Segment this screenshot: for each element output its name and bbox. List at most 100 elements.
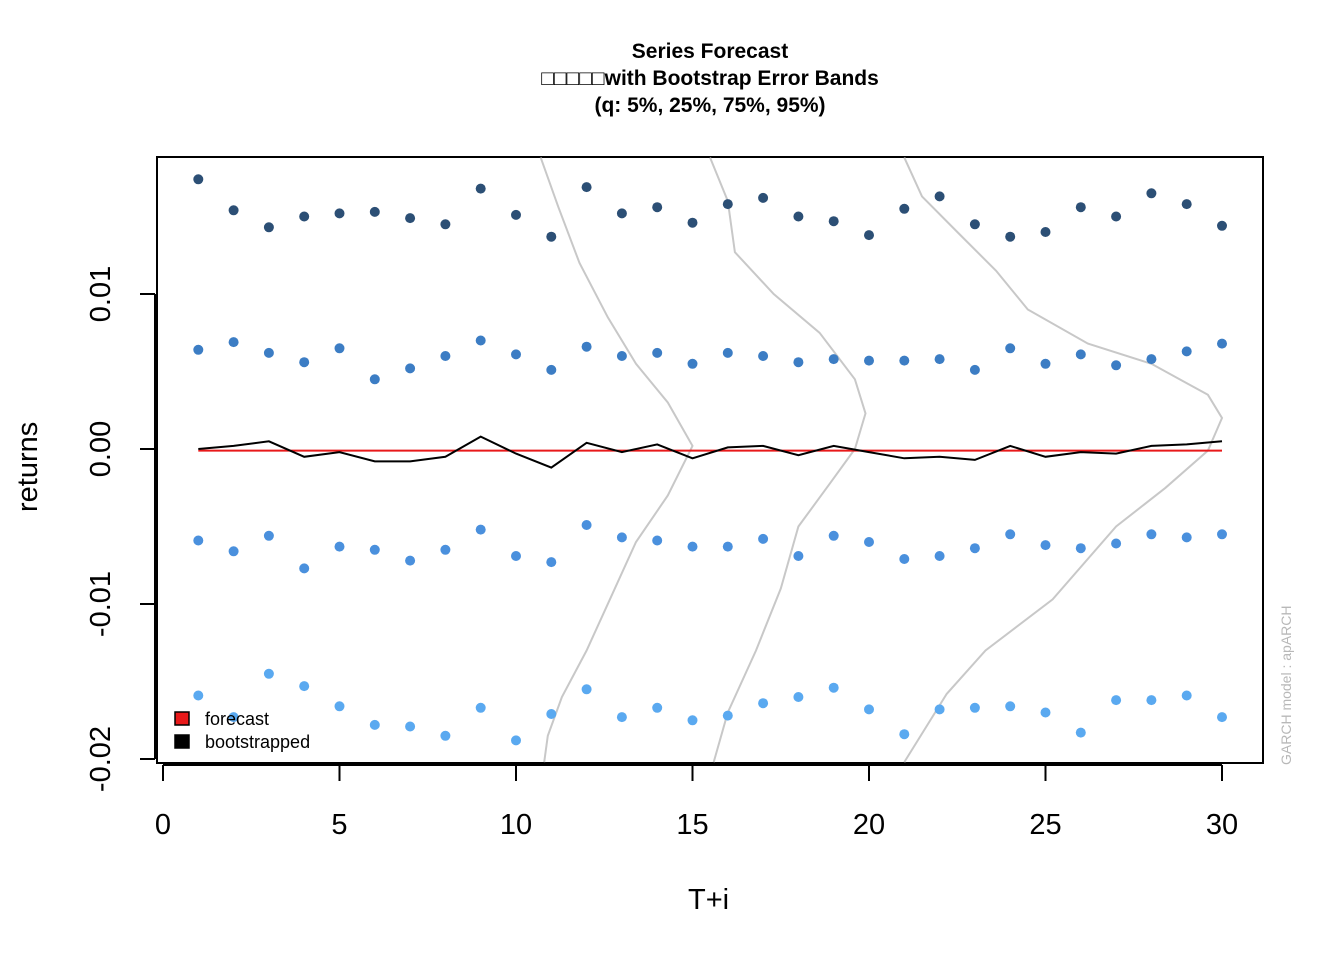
q75-point [546,364,557,375]
q25-point [193,535,204,546]
q75-point [263,347,274,358]
q75-point [299,357,310,368]
q05-point [652,702,663,713]
q05-point [475,702,486,713]
q95-point [687,217,698,228]
q75-point [793,357,804,368]
q75-point [899,355,910,366]
q95-point [616,208,627,219]
q05-point [581,684,592,695]
x-tick-label: 20 [853,809,885,841]
q95-point [1005,231,1016,242]
q25-point [228,546,239,557]
density-curve-3 [903,157,1224,763]
y-tick-label: 0.01 [85,266,117,322]
q25-point [722,541,733,552]
q95-point [1146,188,1157,199]
q95-point [1040,227,1051,237]
q05-point [758,698,769,709]
watermark-text: GARCH model : apARCH [1278,605,1294,766]
y-axis-title: returns [12,421,44,512]
q05-point [793,692,804,702]
density-curves [539,157,1224,763]
q05-point [616,712,627,723]
q25-point [969,543,980,554]
q25-point [263,530,274,541]
q05-point [899,729,910,740]
q25-point [511,551,521,561]
chart-title-line-2: □□□□□with Bootstrap Error Bands [541,67,879,90]
q75-point [1040,358,1051,369]
q95-point [758,192,769,203]
axes: 0 5 10 15 20 25 30 -0.02 -0.01 0.00 0.01 [85,266,1238,841]
q95-point [793,211,804,222]
q95-point [1181,199,1192,210]
legend: forecast bootstrapped [174,709,310,752]
q05-point [1040,707,1051,718]
q25-point [758,533,769,544]
q75-point [475,335,486,346]
q95-point [722,199,733,210]
q05-point [193,690,204,701]
q95-point [1217,220,1227,231]
q05-point [828,682,839,693]
chart-title-line-1: Series Forecast [631,40,789,63]
x-axis-title: T+i [688,884,730,916]
q75-point [934,354,945,365]
q95-point [369,206,380,217]
q05-point [263,668,274,679]
q05-point [334,701,345,712]
q25-point [1146,529,1157,540]
q25-point [1181,532,1192,543]
q75-point [864,355,874,366]
legend-label: bootstrapped [205,732,310,752]
x-tick-label: 25 [1029,809,1061,841]
q75-point [369,374,380,385]
q75-point [652,347,663,358]
q25-point [652,535,663,546]
q75-point [511,349,521,360]
y-tick-label: -0.02 [85,726,117,792]
legend-swatch [174,734,190,749]
q05-point [546,709,557,719]
q05-point [1005,701,1016,712]
q95-point [864,230,874,241]
y-tick-label: -0.01 [85,571,117,637]
density-curve-2 [709,157,867,763]
q75-point [405,363,416,374]
legend-label: forecast [205,709,269,729]
plot-frame [156,156,1264,764]
q95-point [263,222,274,233]
q75-point [722,347,733,358]
q95-point [934,191,945,202]
q75-point [440,351,451,361]
q75-point [1111,360,1122,371]
q05-point [1217,712,1227,723]
q25-point [1075,543,1086,554]
q75-point [1217,338,1227,349]
q25-point [793,551,804,561]
q95-point [581,182,592,193]
q75-point [1075,349,1086,360]
q25-point [405,555,416,566]
q05-point [405,721,416,732]
q95-point [440,219,451,230]
q05-point [228,712,239,723]
q75-point [616,351,627,361]
q75-point [193,344,204,355]
q25-point [334,541,345,552]
q05-point [1146,695,1157,706]
q75-point [758,351,769,361]
q05-point [864,704,874,715]
q95-point [193,174,204,185]
q05-point [722,710,733,721]
q95-point [299,211,310,222]
chart-title-line-3: (q: 5%, 25%, 75%, 95%) [594,94,826,117]
q25-point [1040,540,1051,551]
q05-point [1181,690,1192,701]
q95-point [652,202,663,213]
q25-point [369,544,380,555]
q95-point [228,205,239,216]
q05-point [687,715,698,726]
